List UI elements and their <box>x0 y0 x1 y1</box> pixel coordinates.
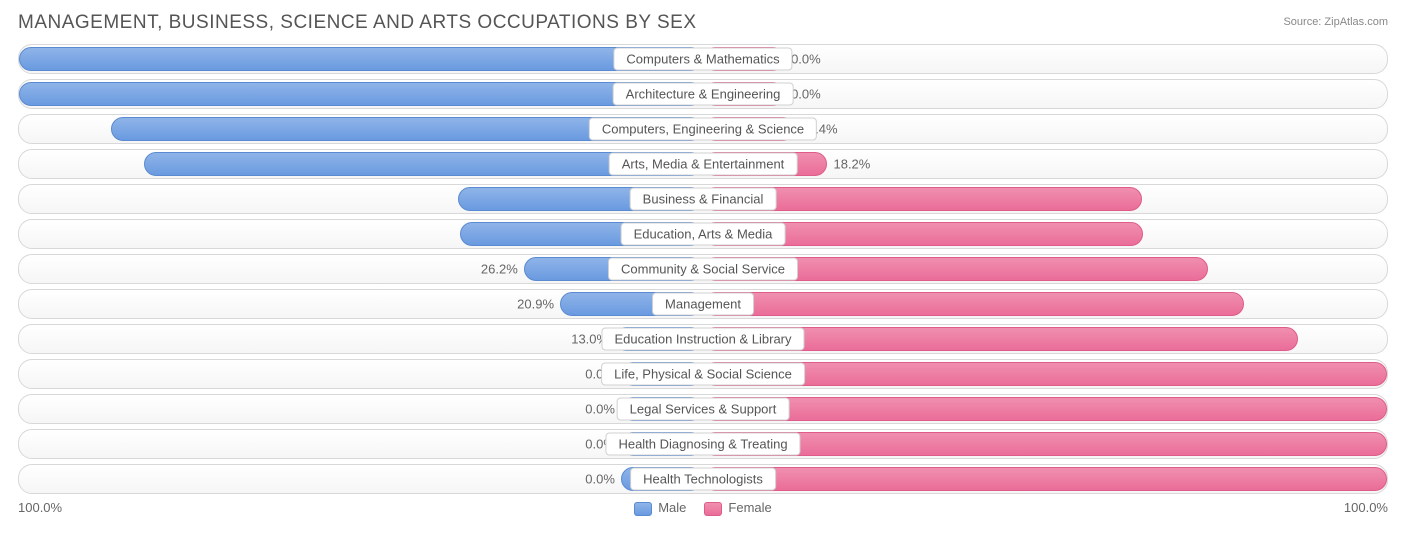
chart-row: 100.0% 0.0%Architecture & Engineering <box>18 79 1388 109</box>
chart-row: 86.6%13.4%Computers, Engineering & Scien… <box>18 114 1388 144</box>
female-value: 0.0% <box>791 87 821 102</box>
axis-right-label: 100.0% <box>1328 500 1388 515</box>
chart-row: 0.0% 100.0%Health Technologists <box>18 464 1388 494</box>
category-label: Architecture & Engineering <box>613 83 794 106</box>
category-label: Legal Services & Support <box>617 398 790 421</box>
legend-female: Female <box>704 500 771 516</box>
male-bar: 100.0% <box>19 82 703 106</box>
diverging-bar-chart: 100.0%0.0%Computers & Mathematics100.0%0… <box>18 44 1388 494</box>
legend-male-label: Male <box>658 500 686 515</box>
chart-title: MANAGEMENT, BUSINESS, SCIENCE AND ARTS O… <box>18 12 697 34</box>
chart-row: 35.8%64.2%Business & Financial <box>18 184 1388 214</box>
chart-row: 0.0%100.0%Health Diagnosing & Treating <box>18 429 1388 459</box>
category-label: Health Diagnosing & Treating <box>605 433 800 456</box>
female-bar: 100.0% <box>703 362 1387 386</box>
chart-row: 13.0%87.0%Education Instruction & Librar… <box>18 324 1388 354</box>
female-value: 18.2% <box>833 157 870 172</box>
source-prefix: Source: <box>1283 16 1324 28</box>
chart-row: 0.0%100.0%Life, Physical & Social Scienc… <box>18 359 1388 389</box>
legend: Male Female <box>634 500 772 516</box>
chart-row: 100.0% 0.0%Computers & Mathematics <box>18 44 1388 74</box>
male-value: 26.2% <box>481 262 518 277</box>
category-label: Computers & Mathematics <box>613 48 792 71</box>
chart-header: MANAGEMENT, BUSINESS, SCIENCE AND ARTS O… <box>18 12 1388 34</box>
chart-row: 81.8%18.2%Arts, Media & Entertainment <box>18 149 1388 179</box>
axis-left-label: 100.0% <box>18 500 78 515</box>
category-label: Education, Arts & Media <box>621 223 786 246</box>
category-label: Management <box>652 293 754 316</box>
male-value: 20.9% <box>517 297 554 312</box>
category-label: Community & Social Service <box>608 258 798 281</box>
female-value: 0.0% <box>791 52 821 67</box>
category-label: Business & Financial <box>630 188 777 211</box>
female-bar: 79.1% <box>703 292 1244 316</box>
male-value: 0.0% <box>585 472 615 487</box>
category-label: Health Technologists <box>630 468 776 491</box>
source-name: ZipAtlas.com <box>1324 16 1388 28</box>
male-value: 0.0% <box>585 402 615 417</box>
category-label: Education Instruction & Library <box>601 328 804 351</box>
male-bar: 100.0% <box>19 47 703 71</box>
category-label: Computers, Engineering & Science <box>589 118 817 141</box>
chart-source: Source: ZipAtlas.com <box>1283 16 1388 28</box>
chart-row: 35.6%64.4%Education, Arts & Media <box>18 219 1388 249</box>
female-bar: 100.0% <box>703 432 1387 456</box>
legend-female-label: Female <box>728 500 771 515</box>
category-label: Arts, Media & Entertainment <box>609 153 798 176</box>
chart-row: 26.2%73.8%Community & Social Service <box>18 254 1388 284</box>
female-bar: 100.0% <box>703 397 1387 421</box>
female-bar: 100.0% <box>703 467 1387 491</box>
male-swatch-icon <box>634 502 652 516</box>
chart-row: 0.0% 100.0%Legal Services & Support <box>18 394 1388 424</box>
chart-row: 20.9% 79.1%Management <box>18 289 1388 319</box>
chart-footer: 100.0% Male Female 100.0% <box>18 500 1388 516</box>
category-label: Life, Physical & Social Science <box>601 363 805 386</box>
female-swatch-icon <box>704 502 722 516</box>
legend-male: Male <box>634 500 686 516</box>
